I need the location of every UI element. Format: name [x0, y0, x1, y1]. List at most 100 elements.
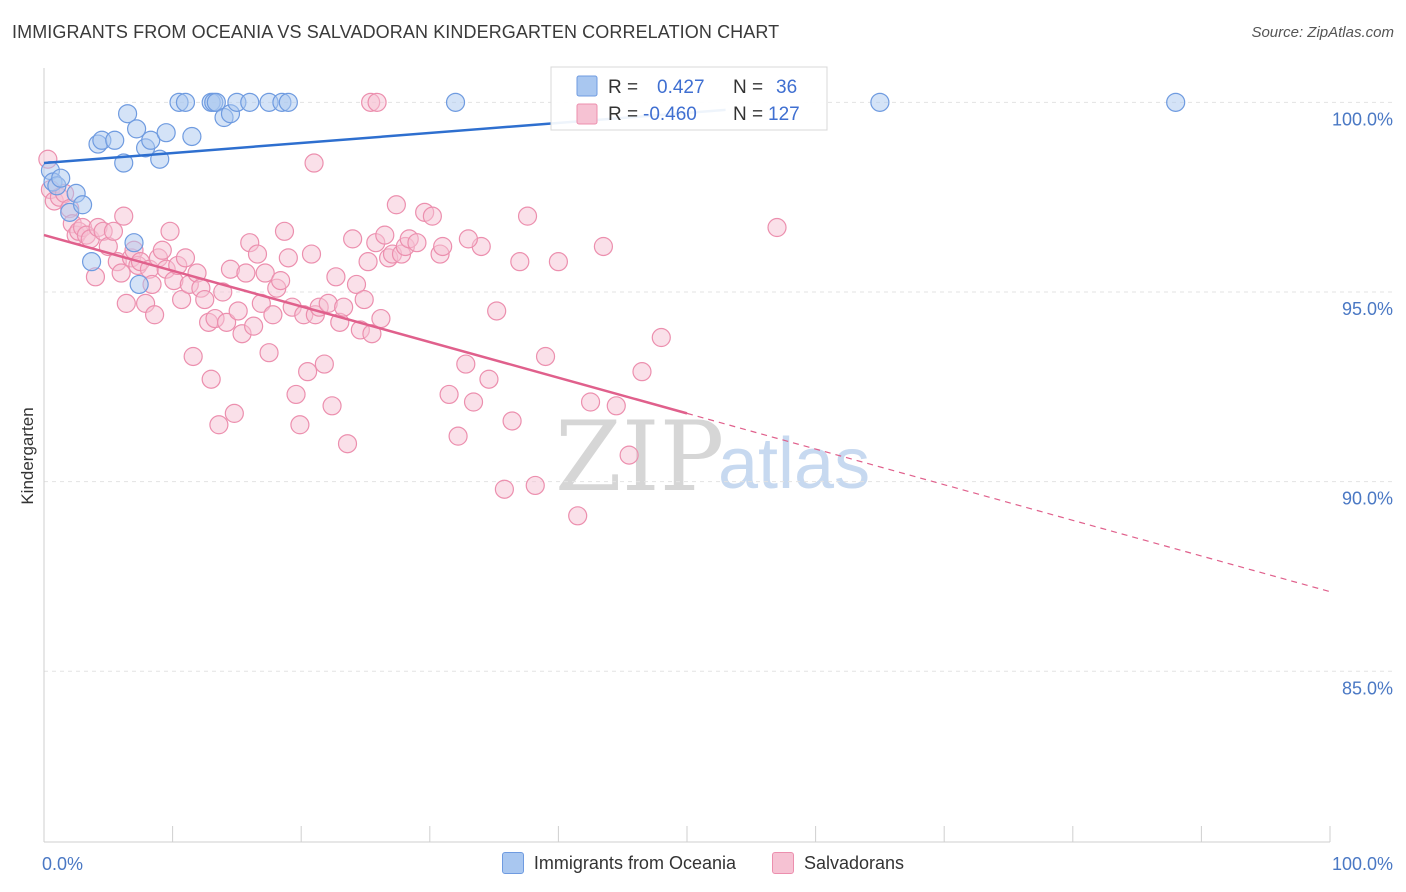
axes	[43, 68, 1331, 843]
watermark: ZIP atlas	[555, 401, 870, 513]
point-oceania-13	[124, 233, 144, 253]
stats-legend: R = 0.427 N = 36 R = -0.460 N = 127	[550, 66, 828, 131]
point-salvadorans-55	[247, 244, 268, 264]
legend-swatch-salvadorans	[576, 103, 598, 125]
point-oceania-35	[1166, 92, 1186, 112]
point-salvadorans-20	[116, 293, 136, 313]
point-salvadorans-96	[422, 206, 442, 226]
point-salvadorans-121	[367, 92, 387, 112]
point-oceania-21	[175, 92, 196, 112]
point-salvadorans-86	[371, 308, 391, 329]
y-tick-labels: 100.0% 95.0% 90.0% 85.0%	[1332, 109, 1393, 698]
y-tick-label-0: 100.0%	[1332, 109, 1393, 129]
point-salvadorans-50	[228, 301, 248, 321]
series-legend: Immigrants from Oceania Salvadorans	[0, 852, 1406, 874]
point-oceania-15	[129, 274, 149, 295]
point-salvadorans-105	[494, 479, 514, 499]
point-salvadorans-104	[487, 301, 507, 321]
trend-line-salvadorans	[43, 233, 688, 415]
point-salvadorans-38	[183, 346, 203, 367]
point-salvadorans-62	[274, 221, 295, 241]
point-salvadorans-45	[209, 415, 229, 435]
trend-line-salvadorans-extension	[686, 412, 1331, 593]
legend-n-label-2: N =	[733, 104, 763, 125]
watermark-atlas: atlas	[718, 424, 870, 504]
point-salvadorans-94	[407, 233, 427, 253]
point-oceania-34	[870, 92, 890, 112]
point-salvadorans-69	[301, 244, 322, 264]
point-oceania-6	[72, 195, 93, 215]
point-salvadorans-46	[213, 282, 233, 302]
point-salvadorans-72	[314, 354, 334, 374]
series-swatch-oceania	[501, 852, 524, 874]
point-salvadorans-115	[606, 396, 626, 416]
point-salvadorans-90	[386, 195, 406, 215]
point-salvadorans-107	[510, 252, 530, 272]
point-salvadorans-19	[114, 206, 134, 226]
point-salvadorans-122	[433, 236, 453, 257]
point-salvadorans-79	[343, 229, 363, 249]
point-oceania-14	[126, 119, 147, 139]
point-salvadorans-111	[548, 252, 569, 272]
point-salvadorans-58	[259, 343, 279, 363]
point-salvadorans-77	[334, 297, 354, 317]
series-label-salvadorans: Salvadorans	[803, 852, 905, 873]
point-salvadorans-87	[375, 225, 395, 245]
point-oceania-25	[206, 92, 226, 112]
series-label-oceania: Immigrants from Oceania	[533, 852, 736, 873]
point-salvadorans-113	[580, 392, 601, 412]
point-salvadorans-108	[517, 206, 538, 226]
legend-n-label-1: N =	[733, 77, 763, 98]
point-salvadorans-117	[632, 362, 652, 382]
point-salvadorans-80	[346, 274, 367, 295]
y-tick-label-2: 90.0%	[1342, 489, 1393, 509]
point-oceania-10	[105, 130, 125, 150]
legend-r-value-2: -0.460	[643, 104, 697, 125]
point-oceania-33	[445, 92, 466, 112]
point-salvadorans-101	[463, 392, 484, 412]
point-salvadorans-43	[201, 369, 221, 389]
point-salvadorans-112	[568, 506, 588, 526]
legend-r-value-1: 0.427	[657, 77, 705, 98]
point-salvadorans-98	[439, 384, 459, 405]
point-salvadorans-103	[479, 369, 499, 389]
point-salvadorans-116	[619, 445, 639, 465]
point-salvadorans-32	[160, 221, 180, 241]
point-salvadorans-78	[337, 434, 358, 454]
point-salvadorans-28	[144, 305, 165, 325]
point-salvadorans-54	[244, 316, 264, 336]
point-salvadorans-49	[224, 403, 244, 423]
point-salvadorans-99	[448, 426, 468, 446]
point-salvadorans-109	[525, 475, 545, 496]
series-legend-salvadorans: Salvadorans	[771, 852, 905, 874]
y-tick-label-3: 85.0%	[1342, 678, 1393, 698]
legend-swatch-oceania	[576, 75, 598, 97]
point-salvadorans-57	[255, 263, 275, 283]
point-oceania-17	[141, 130, 161, 150]
legend-n-value-1: 36	[776, 77, 797, 98]
point-salvadorans-83	[358, 252, 378, 272]
x-tick-label-1: 100.0%	[1332, 854, 1393, 874]
series-legend-oceania: Immigrants from Oceania	[501, 852, 736, 874]
point-salvadorans-75	[326, 267, 346, 287]
x-tick-label-0: 0.0%	[42, 854, 83, 874]
point-salvadorans-100	[456, 354, 476, 374]
point-oceania-11	[114, 153, 134, 173]
legend-n-value-2: 127	[768, 104, 800, 125]
legend-r-label-1: R =	[608, 77, 638, 98]
point-salvadorans-110	[535, 346, 556, 367]
point-oceania-7	[81, 252, 102, 272]
point-salvadorans-63	[278, 248, 298, 268]
point-salvadorans-74	[322, 396, 342, 416]
point-salvadorans-106	[502, 411, 522, 431]
chart-title: IMMIGRANTS FROM OCEANIA VS SALVADORAN KI…	[12, 22, 780, 42]
point-salvadorans-114	[593, 236, 614, 257]
data-points	[38, 92, 1186, 526]
point-salvadorans-61	[271, 271, 291, 291]
y-tick-label-1: 95.0%	[1342, 299, 1393, 319]
gridlines	[44, 101, 1396, 672]
x-tick-labels: 0.0% 100.0%	[42, 854, 1393, 874]
series-swatch-salvadorans	[771, 852, 794, 874]
point-salvadorans-36	[175, 248, 196, 268]
